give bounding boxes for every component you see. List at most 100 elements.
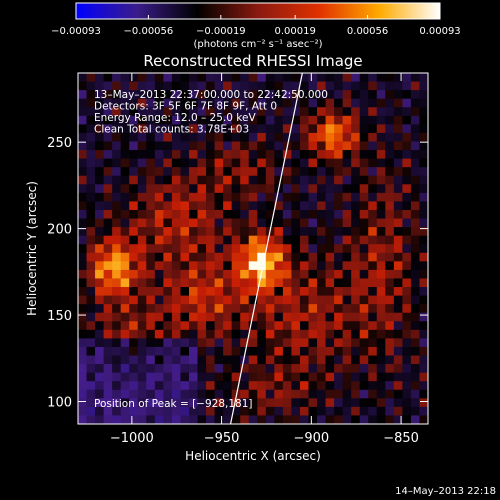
heatmap-cell [402,269,412,280]
heatmap-cell [299,115,310,125]
heatmap-cell [359,201,369,211]
heatmap-cell [308,406,318,417]
heatmap-cell [308,227,318,237]
heatmap-cell [120,192,130,203]
heatmap-cell [265,381,275,391]
heatmap-cell [368,261,378,271]
heatmap-cell [265,278,275,288]
heatmap-cell [368,364,378,374]
heatmap-cell [197,184,207,194]
heatmap-cell [419,98,428,108]
heatmap-cell [120,406,130,417]
heatmap-cell [308,218,318,228]
heatmap-cell [137,244,147,254]
heatmap-cell [86,175,96,185]
heatmap-cell [240,389,250,399]
heatmap-cell [223,98,233,108]
heatmap-cell [308,252,318,262]
heatmap-cell [86,209,96,220]
heatmap-cell [393,389,403,399]
heatmap-cell [188,81,199,91]
heatmap-cell [78,158,88,168]
heatmap-cell [342,261,352,271]
heatmap-cell [257,141,267,151]
heatmap-cell [171,115,182,125]
heatmap-cell [180,304,190,314]
heatmap-cell [308,321,318,331]
heatmap-cell [223,295,233,305]
heatmap-cell [86,141,96,151]
heatmap-cell [231,150,241,160]
heatmap-cell [197,304,207,314]
heatmap-cell [342,278,352,288]
heatmap-cell [240,372,250,382]
heatmap-cell [265,124,275,134]
heatmap-cell [299,90,310,100]
heatmap-cell [299,329,310,339]
heatmap-cell [188,304,199,314]
heatmap-cell [274,141,284,151]
heatmap-cell [180,115,190,125]
heatmap-cell [129,115,139,125]
heatmap-cell [240,132,250,143]
heatmap-cell [197,73,207,83]
heatmap-cell [393,158,403,168]
annotation-time-range: 13–May–2013 22:37:00.000 to 22:42:50.000 [94,89,328,101]
heatmap-cell [368,167,378,177]
heatmap-cell [188,244,199,254]
heatmap-cell [137,312,147,322]
heatmap-cell [317,261,327,271]
heatmap-cell [154,321,164,331]
heatmap-cell [359,124,369,134]
heatmap-cell [248,252,258,262]
heatmap-cell [95,73,105,83]
heatmap-cell [325,192,335,203]
heatmap-cell [342,235,352,245]
heatmap-cell [368,278,378,288]
heatmap-cell [95,201,105,211]
heatmap-cell [376,235,386,245]
heatmap-cell [223,261,233,271]
heatmap-cell [240,175,250,185]
heatmap-cell [120,115,130,125]
heatmap-cell [112,329,122,339]
x-tick-label: −1000 [110,431,154,446]
heatmap-cell [206,389,216,399]
heatmap-cell [334,389,344,399]
heatmap-cell [393,218,403,228]
heatmap-cell [146,218,156,228]
heatmap-cell [163,398,173,408]
heatmap-cell [291,244,301,254]
heatmap-cell [385,73,395,83]
heatmap-cell [325,261,335,271]
heatmap-cell [120,321,130,331]
heatmap-cell [146,329,156,339]
heatmap-cell [214,398,224,408]
heatmap-cell [197,312,207,322]
heatmap-cell [334,158,344,168]
heatmap-cell [274,355,284,365]
heatmap-cell [317,312,327,322]
heatmap-cell [95,184,105,194]
heatmap-cell [351,115,361,125]
heatmap-cell [103,372,113,382]
heatmap-cell [376,132,386,143]
heatmap-cell [171,158,182,168]
heatmap-cell [112,115,122,125]
heatmap-cell [419,312,428,322]
heatmap-cell [265,287,275,297]
heatmap-cell [206,329,216,339]
heatmap-cell [154,175,164,185]
heatmap-cell [137,192,147,203]
heatmap-cell [154,364,164,374]
heatmap-cell [146,167,156,177]
plot-frame [77,72,429,425]
heatmap-cell [299,107,310,117]
heatmap-cell [154,312,164,322]
heatmap-cell [223,406,233,417]
heatmap-cell [163,90,173,100]
heatmap-cell [265,364,275,374]
heatmap-cell [171,278,182,288]
heatmap-cell [146,389,156,399]
heatmap-cell [402,312,412,322]
